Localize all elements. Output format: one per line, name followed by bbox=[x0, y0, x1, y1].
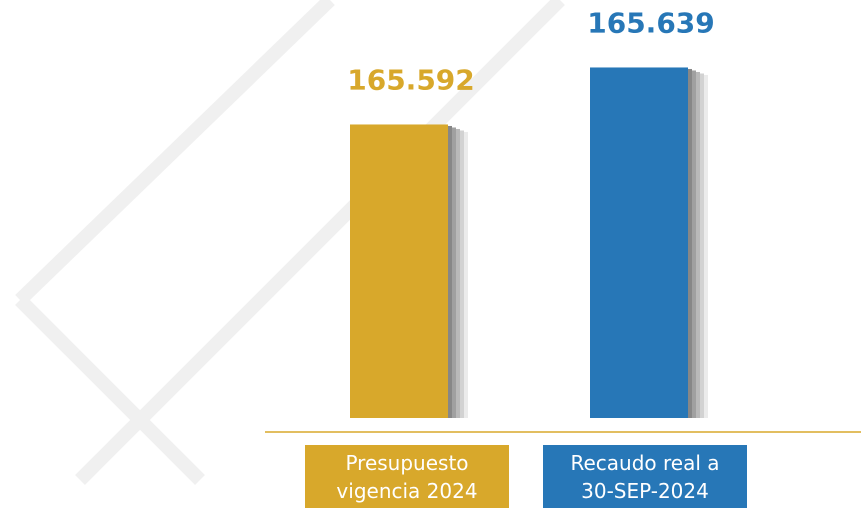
chart: 165.592 165.639 bbox=[0, 0, 861, 508]
page: {"chart_data": {"type": "bar", "categori… bbox=[0, 0, 861, 508]
watermark bbox=[20, 0, 560, 480]
category-label: Presupuesto vigencia 2024 bbox=[305, 445, 509, 508]
value-label: 165.639 bbox=[587, 6, 715, 39]
bar bbox=[350, 124, 448, 418]
bar bbox=[590, 67, 688, 418]
category-label: Recaudo real a 30-SEP-2024 bbox=[543, 445, 747, 508]
value-label: 165.592 bbox=[347, 63, 475, 96]
